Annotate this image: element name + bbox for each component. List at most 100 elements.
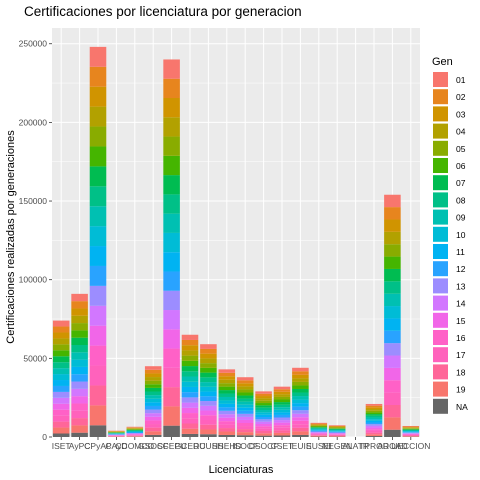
legend-label: 04 [456, 127, 466, 137]
bar-segment [402, 428, 420, 430]
bar-ISET [52, 320, 70, 437]
bar-segment [52, 427, 70, 434]
bar-segment [273, 394, 291, 397]
bar-segment [384, 306, 401, 319]
bar-segment [384, 330, 401, 344]
bar-segment [200, 405, 217, 411]
bar-segment [255, 433, 272, 436]
bar-segment [273, 432, 291, 436]
bar-segment [292, 427, 309, 432]
x-tick-label: EUSEI [306, 441, 332, 451]
bar-segment [365, 427, 383, 430]
bar-segment [292, 403, 309, 407]
bar-segment [236, 395, 254, 399]
bar-segment [273, 386, 291, 390]
bar-segment [384, 404, 401, 418]
bar-segment [310, 432, 328, 433]
bar-segment [89, 186, 107, 207]
bar-segment [218, 379, 236, 384]
bar-segment [144, 431, 162, 435]
bar-segment [52, 421, 70, 428]
bar-segment [255, 391, 272, 394]
bar-segment [310, 435, 328, 436]
bar-segment [126, 428, 144, 430]
legend-swatch [433, 140, 448, 156]
bar-segment [89, 66, 107, 87]
bar-segment [310, 434, 328, 436]
bar-segment [384, 194, 401, 208]
legend-swatch [433, 158, 448, 173]
bar-TPROD [365, 403, 383, 437]
bar-segment [71, 366, 88, 375]
bar-segment [144, 366, 162, 370]
bar-segment [292, 378, 309, 382]
bar-segment [236, 404, 254, 408]
legend: Gen 01 02 03 04 05 06 07 08 09 10 11 12 13 14 15 16 17 18… [432, 56, 468, 414]
bar-segment [236, 410, 254, 414]
bar-segment [218, 414, 236, 418]
bar-segment [236, 398, 254, 402]
y-axis: 0 50000 100000 150000 200000 250000 [19, 39, 52, 442]
bar-GCEDU [181, 334, 199, 437]
bar-segment [236, 422, 254, 427]
bar-segment [89, 285, 107, 306]
bar-segment [71, 432, 88, 437]
bar-segment [255, 396, 272, 399]
bar-segment [218, 372, 236, 377]
bar-segment [328, 435, 346, 437]
bar-segment [163, 290, 180, 311]
x-tick-label: ISOCF [232, 441, 258, 451]
legend-label: 08 [456, 195, 466, 205]
bar-segment [273, 389, 291, 392]
bar-segment [310, 427, 328, 429]
x-tick-label: UECCION [391, 441, 430, 451]
bar-segment [200, 372, 217, 378]
bar-segment [89, 325, 107, 346]
bar-segment [365, 425, 383, 428]
bar-segment [181, 355, 199, 361]
legend-label: 03 [456, 109, 466, 119]
bar-segment [163, 367, 180, 388]
bar-segment [163, 271, 180, 291]
bar-segment [365, 417, 383, 420]
bar-segment [365, 414, 383, 416]
bar-segment [255, 400, 272, 404]
bar-segment [310, 423, 328, 425]
bar-segment [255, 398, 272, 401]
legend-label: 15 [456, 316, 466, 326]
x-tick-label: RCUSH [193, 441, 223, 451]
bar-segment [218, 400, 236, 404]
bar-segment [310, 425, 328, 427]
bar-segment [365, 419, 383, 421]
legend-swatch [433, 226, 448, 242]
x-axis-title: Licenciaturas [209, 464, 274, 476]
bar-segment [255, 405, 272, 408]
bar-segment [273, 409, 291, 413]
bar-segment [273, 404, 291, 408]
legend-label: 01 [456, 75, 466, 85]
bar-segment [292, 388, 309, 393]
bar-segment [144, 387, 162, 392]
bar-segment [292, 385, 309, 389]
bar-segment [236, 426, 254, 430]
bar-segment [126, 432, 144, 434]
plot-panel [52, 28, 420, 437]
legend-label: 18 [456, 367, 466, 377]
legend-swatch [433, 192, 448, 208]
y-tick-label: 100000 [19, 275, 48, 285]
bar-segment [255, 423, 272, 427]
bar-segment [255, 435, 272, 437]
bar-segment [163, 136, 180, 156]
bar-segment [328, 425, 346, 426]
bar-segment [292, 420, 309, 425]
bar-segment [89, 246, 107, 266]
bar-CAyD [108, 430, 125, 437]
bar-segment [200, 391, 217, 397]
x-tick-label: DSOCF [249, 441, 279, 451]
bar-segment [218, 386, 236, 391]
bar-segment [163, 155, 180, 176]
bar-segment [365, 409, 383, 411]
bar-segment [200, 358, 217, 364]
bar-segment [71, 374, 88, 382]
bar-segment [384, 343, 401, 356]
